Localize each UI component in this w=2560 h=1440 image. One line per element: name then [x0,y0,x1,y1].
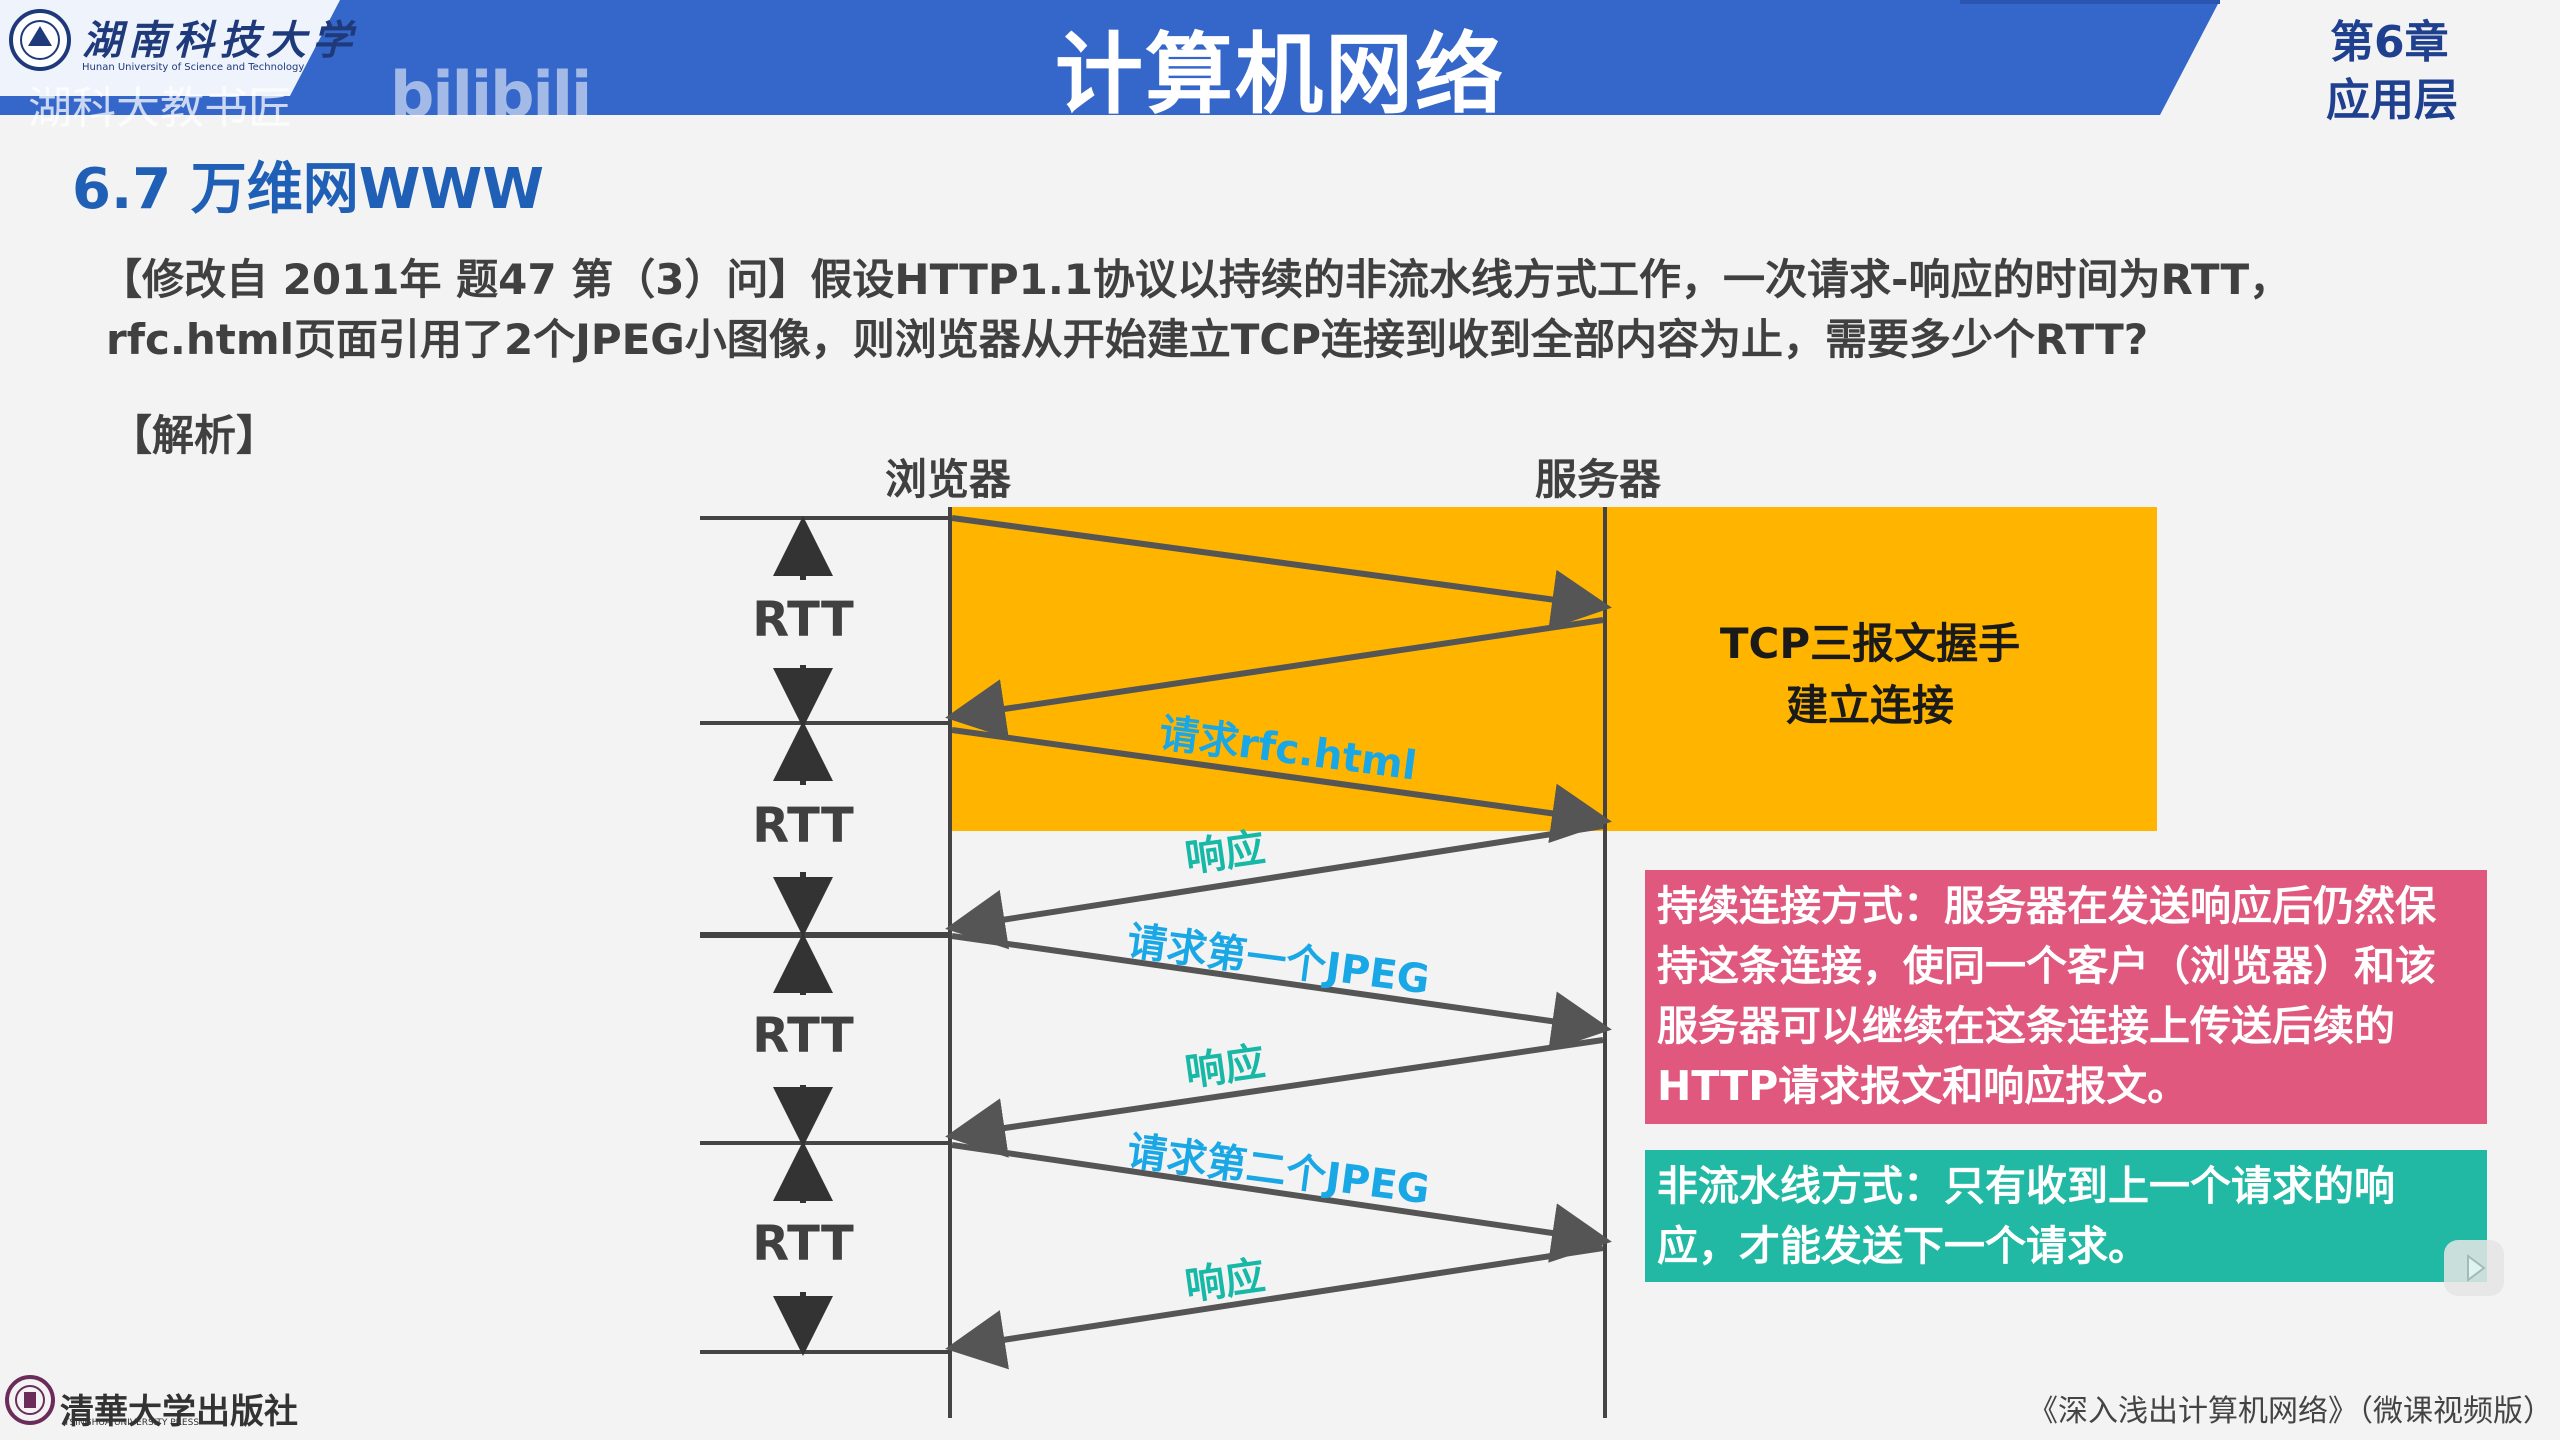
handshake-region [950,507,2157,831]
response-jpeg2-arrow [945,1245,1604,1370]
university-english-name: Hunan University of Science and Technolo… [82,62,305,73]
chapter-name: 应用层 [2326,75,2458,126]
response-label: 响应 [1182,1253,1268,1310]
bilibili-logo: bilibili [390,58,592,131]
request-jpeg2-arrow [951,1142,1612,1263]
rtt-label: RTT [752,798,854,854]
publisher-logo [5,1375,55,1425]
rtt-label: RTT [752,592,854,648]
handshake-label-line-2: 建立连接 [1785,681,1954,730]
video-play-icon[interactable] [2444,1240,2504,1296]
chapter-number: 第6章 [2330,17,2449,68]
rtt-label: RTT [752,1216,854,1272]
section-title: 6.7 万维网WWW [72,157,545,222]
response-label: 响应 [1182,1039,1268,1096]
server-label: 服务器 [1535,455,1662,504]
synack-arrow [945,617,1604,739]
university-name: 湖南科技大学 [82,17,358,64]
response-label: 响应 [1182,825,1268,882]
header-banner [0,0,2220,115]
publisher-english-name: TSINGHUA UNIVERSITY PRESS [64,1418,200,1428]
request-jpeg1-arrow [951,933,1612,1051]
uploader-watermark: 湖科大教书匠 [28,83,292,134]
handshake-label-line-1: TCP三报文握手 [1719,619,2021,668]
question-line-1: 【修改自 2011年 题47 第（3）问】假设HTTP1.1协议以持续的非流水线… [100,255,2292,304]
browser-label: 浏览器 [885,455,1012,504]
analysis-label: 【解析】 [110,411,279,460]
request-html-arrow [951,727,1612,844]
book-title: 《深入浅出计算机网络》（微课视频版） [2028,1394,2553,1429]
question-line-2: rfc.html页面引用了2个JPEG小图像，则浏览器从开始建立TCP连接到收到… [106,315,2149,364]
publisher-name: 清華大学出版社 [60,1392,298,1432]
response-html-arrow [945,823,1604,950]
non-pipelined-note: 非流水线方式：只有收到上一个请求的响应，才能发送下一个请求。 [1645,1150,2487,1282]
rtt-label: RTT [752,1008,854,1064]
syn-arrow [951,515,1612,630]
course-title: 计算机网络 [1054,23,1505,126]
response-jpeg1-arrow [945,1037,1604,1158]
university-logo [9,9,71,71]
persistent-connection-note: 持续连接方式：服务器在发送响应后仍然保持这条连接，使同一个客户（浏览器）和该服务… [1645,870,2487,1124]
